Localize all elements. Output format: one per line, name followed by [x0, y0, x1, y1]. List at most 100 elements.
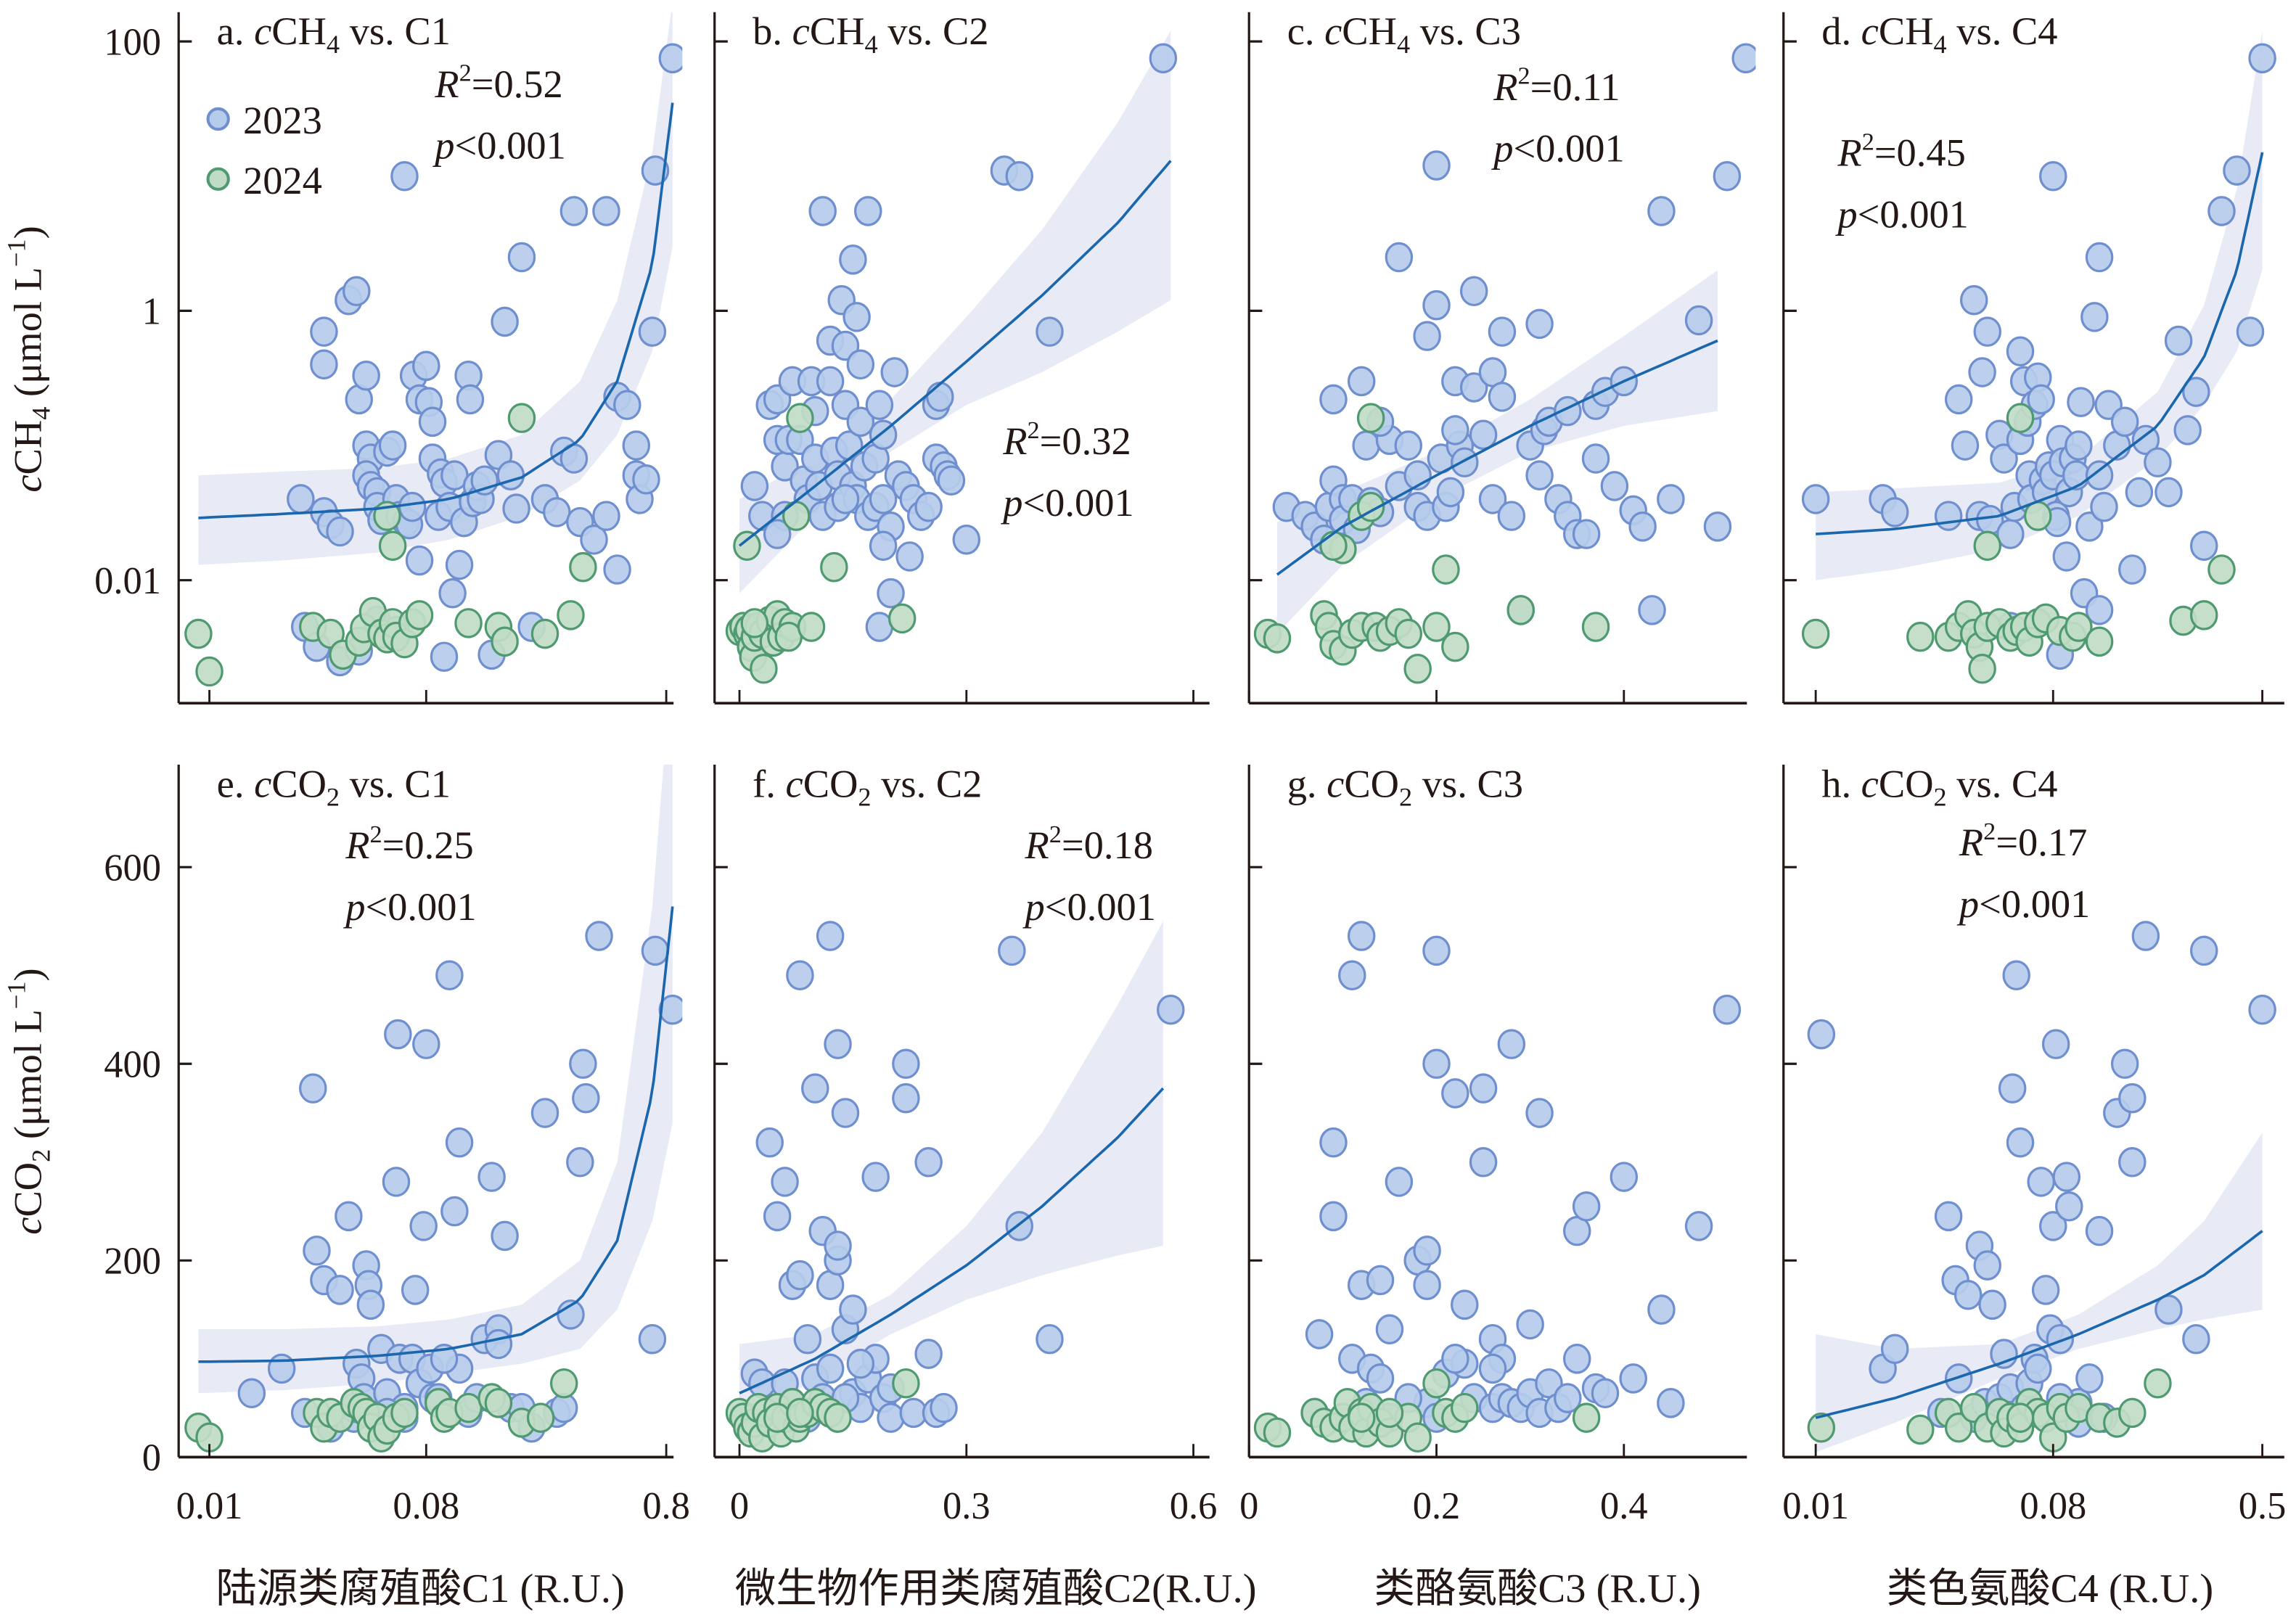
data-point-2023 [1968, 357, 1996, 387]
data-point-2023 [484, 1328, 513, 1360]
data-point-2023 [895, 541, 924, 572]
data-point-2023 [1422, 289, 1451, 321]
data-point-2023 [435, 960, 464, 991]
series-2024 [1253, 1368, 1601, 1453]
data-point-2023 [1488, 382, 1517, 412]
data-point-2023 [2085, 1215, 2114, 1246]
data-point-2023 [378, 430, 407, 461]
data-point-2023 [1413, 1270, 1441, 1300]
data-point-2023 [1366, 1265, 1395, 1296]
data-point-2023 [641, 155, 670, 186]
data-point-2023 [2090, 491, 2118, 522]
data-point-2023 [2131, 921, 2160, 951]
x-tick-label: 0.6 [1170, 1485, 1218, 1527]
p-value-label: p<0.001 [1491, 126, 1625, 170]
data-point-2023 [1880, 1334, 1909, 1365]
data-point-2024 [1422, 1368, 1451, 1399]
data-point-2023 [2125, 477, 2154, 508]
data-point-2023 [846, 1348, 875, 1379]
data-point-2023 [2075, 511, 2104, 542]
p-value-label: p<0.001 [1834, 192, 1969, 236]
data-point-2023 [892, 1048, 920, 1080]
data-point-2024 [2006, 403, 2035, 433]
data-point-2023 [2002, 960, 2030, 991]
data-point-2023 [740, 471, 769, 501]
data-point-2023 [1996, 519, 2025, 549]
data-point-2024 [195, 656, 224, 687]
data-point-2023 [2131, 424, 2160, 456]
data-point-2023 [1973, 1250, 2002, 1281]
legend: 2023 2024 [206, 98, 322, 202]
data-point-2023 [824, 1230, 852, 1261]
data-point-2023 [1451, 1289, 1479, 1320]
data-point-2023 [1703, 511, 1732, 542]
data-point-2023 [1934, 501, 1963, 531]
data-point-2023 [2189, 935, 2218, 966]
data-point-2023 [1036, 1323, 1064, 1355]
data-point-2023 [1713, 160, 1742, 192]
data-point-2023 [816, 1353, 845, 1384]
data-point-2023 [632, 464, 660, 495]
data-point-2024 [454, 608, 483, 638]
data-point-2023 [1600, 471, 1629, 501]
panel-title: b. cCH4 vs. C2 [753, 9, 988, 59]
data-point-2024 [1319, 530, 1348, 562]
data-point-2023 [566, 1146, 594, 1178]
data-point-2023 [1990, 443, 2018, 474]
data-point-2023 [543, 497, 571, 527]
data-point-2023 [869, 484, 898, 514]
data-point-2023 [335, 1201, 363, 1232]
data-point-2023 [854, 196, 882, 226]
data-point-2023 [865, 390, 894, 420]
data-point-2023 [343, 276, 371, 307]
data-point-2023 [1880, 497, 1909, 527]
data-point-2023 [2236, 316, 2265, 347]
r-squared-label: R2=0.17 [1959, 818, 2087, 864]
data-point-2024 [2189, 600, 2218, 630]
data-point-2023 [2006, 336, 2035, 367]
data-point-2023 [1610, 1162, 1639, 1192]
data-point-2023 [892, 1082, 920, 1114]
data-point-2023 [456, 384, 485, 415]
data-point-2023 [1525, 308, 1554, 340]
series-2023 [1272, 43, 1756, 625]
panel-title: d. cCH4 vs. C4 [1821, 9, 2057, 59]
data-point-2024 [820, 551, 848, 583]
panel-f: 0 0.3 0.6 f. cCO2 vs. C2 R2=0.18 p<0.001 [713, 761, 1218, 1527]
data-point-2023 [1516, 1309, 1544, 1340]
panel-title: a. cCH4 vs. C1 [217, 9, 451, 59]
data-point-2023 [2248, 43, 2276, 74]
data-point-2023 [2031, 1275, 2060, 1305]
data-point-2023 [831, 484, 860, 514]
data-point-2024 [1422, 612, 1451, 642]
data-point-2023 [786, 960, 814, 991]
data-point-2024 [1906, 621, 1935, 652]
data-point-2024 [1801, 618, 1830, 649]
data-point-2023 [816, 921, 845, 951]
data-point-2024 [2085, 626, 2114, 657]
data-point-2023 [398, 491, 427, 522]
data-point-2024 [1356, 403, 1385, 433]
r-squared-label: R2=0.52 [434, 59, 562, 106]
data-point-2024 [1581, 612, 1610, 642]
data-point-2023 [1684, 1211, 1713, 1241]
data-point-2023 [2024, 1353, 2052, 1384]
series-2024 [184, 1368, 578, 1453]
x-tick-label: 0.08 [393, 1485, 459, 1527]
data-point-2024 [2144, 1368, 2172, 1399]
data-point-2023 [861, 1162, 890, 1192]
data-point-2023 [1684, 305, 1713, 336]
data-point-2023 [445, 549, 474, 580]
data-point-2024 [507, 403, 536, 433]
data-point-2023 [267, 1353, 296, 1384]
data-point-2023 [2065, 430, 2093, 461]
panel-title: h. cCO2 vs. C4 [1821, 761, 2057, 811]
data-point-2023 [1478, 484, 1507, 514]
data-point-2024 [1506, 595, 1535, 625]
data-point-2023 [1497, 501, 1526, 531]
series-2024 [725, 1368, 920, 1453]
fit-line [1815, 1230, 2263, 1419]
data-point-2023 [412, 1029, 440, 1059]
y-tick-label: 600 [104, 847, 161, 889]
x-tick-label: 0.01 [176, 1485, 243, 1527]
